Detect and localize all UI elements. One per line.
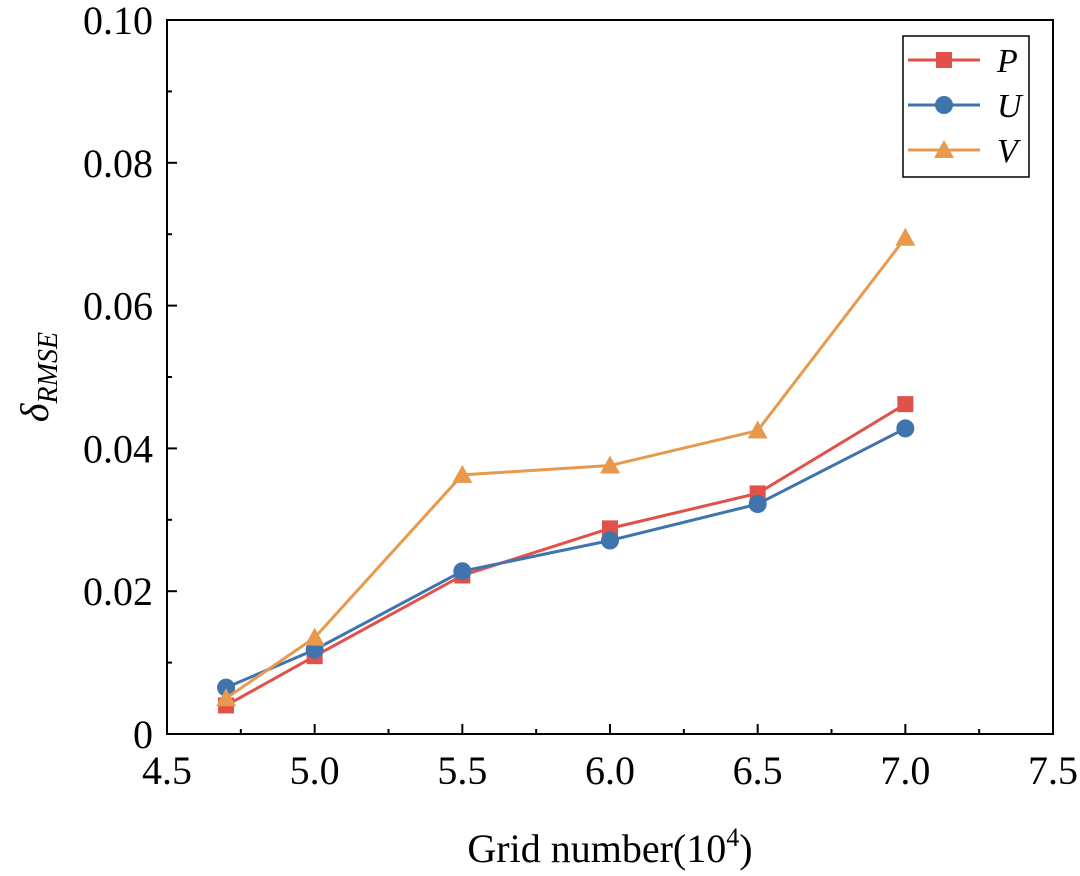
legend-entry-p: P <box>908 43 1018 80</box>
x-tick-label: 5.5 <box>437 748 487 793</box>
y-tick-label: 0.04 <box>83 426 153 471</box>
x-tick-label: 5.0 <box>290 748 340 793</box>
x-axis-title: Grid number(104) <box>467 823 752 871</box>
data-point-u <box>896 419 915 438</box>
y-axis-title: δRMSE <box>12 332 64 422</box>
x-tick-label: 7.0 <box>880 748 930 793</box>
y-tick-label: 0.08 <box>83 141 153 186</box>
data-point-v <box>895 227 916 246</box>
x-axis-title-sup: 4 <box>726 823 739 852</box>
series-u <box>217 419 915 697</box>
data-point-v <box>304 627 325 646</box>
series-p <box>218 396 914 714</box>
data-point-u <box>217 678 236 697</box>
y-axis-title-main: δ <box>12 402 57 422</box>
y-axis-title-sub: RMSE <box>33 332 64 405</box>
x-axis-title-main: Grid number(10 <box>467 826 726 871</box>
legend-marker <box>935 96 953 114</box>
series-line-p <box>225 402 907 707</box>
data-point-u <box>453 562 472 581</box>
data-point-p <box>602 520 618 537</box>
x-tick-label: 4.5 <box>142 748 192 793</box>
series-v <box>216 227 916 707</box>
legend-marker <box>934 140 954 158</box>
data-point-u <box>748 495 767 514</box>
legend-label: P <box>996 43 1018 80</box>
axis-ticks <box>166 19 1054 735</box>
y-tick-label: 0 <box>133 712 153 757</box>
x-tick-label: 6.0 <box>585 748 635 793</box>
y-tick-labels: 0 0.02 0.04 0.06 0.08 0.10 <box>83 0 153 757</box>
data-point-p <box>897 396 914 413</box>
legend: PUV <box>902 35 1030 178</box>
legend-entry-u: U <box>908 88 1024 125</box>
data-point-v <box>452 464 473 483</box>
y-tick-label: 0.02 <box>83 569 153 614</box>
legend-marker <box>936 52 952 68</box>
x-axis-title-close: ) <box>739 826 752 871</box>
series-line-u <box>225 427 907 689</box>
y-tick-label: 0.06 <box>83 284 153 329</box>
data-point-v <box>216 688 237 707</box>
series-layer <box>216 227 916 714</box>
x-tick-label: 6.5 <box>733 748 783 793</box>
data-point-v <box>747 420 768 439</box>
data-point-u <box>601 531 619 550</box>
x-tick-labels: 4.5 5.0 5.5 6.0 6.5 7.0 7.5 <box>142 748 1078 793</box>
data-point-v <box>600 455 620 474</box>
y-tick-label: 0.10 <box>83 0 153 43</box>
legend-label: U <box>997 88 1024 125</box>
series-line-v <box>225 236 907 700</box>
x-tick-label: 7.5 <box>1028 748 1078 793</box>
